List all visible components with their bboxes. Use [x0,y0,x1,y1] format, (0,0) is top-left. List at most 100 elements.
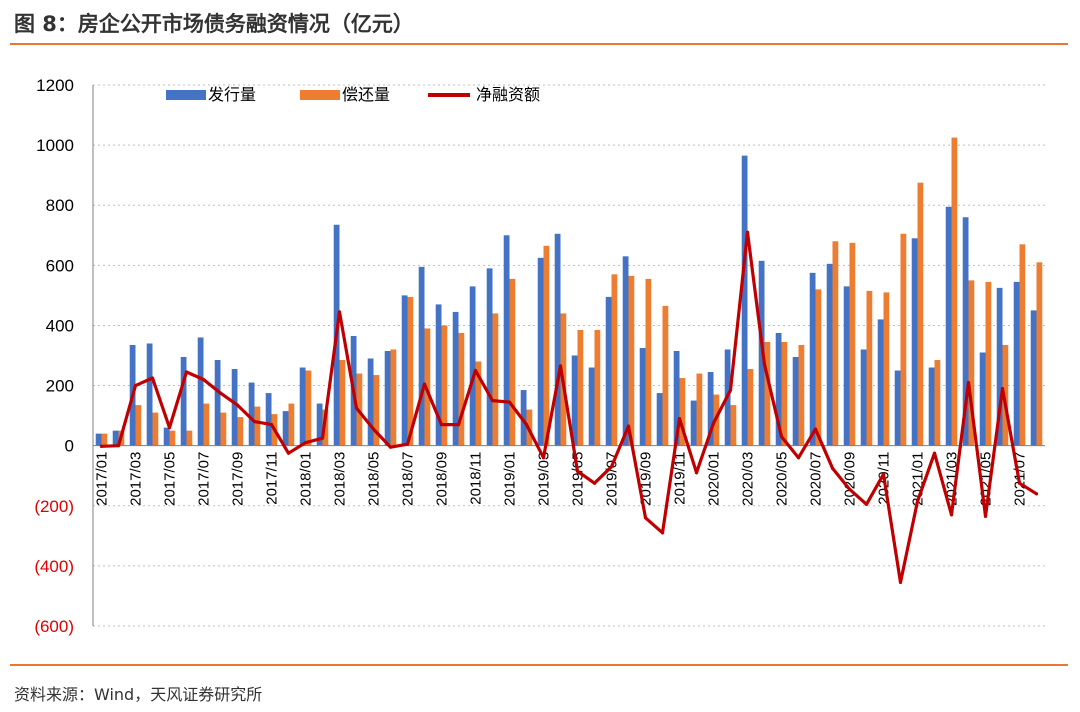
net-financing-point [609,465,614,469]
net-financing-point [745,230,750,234]
net-financing-point [762,362,767,367]
x-tick-label: 2018/05 [366,452,383,506]
issuance-bar [894,370,901,446]
net-financing-point [847,487,852,491]
bars [95,137,1043,446]
net-financing-point [932,451,937,455]
legend-swatch-repayment [300,90,340,100]
x-tick-label: 2018/03 [332,452,349,506]
x-tick-label: 2017/09 [230,452,247,506]
net-financing-point [371,427,376,431]
issuance-bar [775,332,782,446]
repayment-bar [594,329,601,446]
x-tick-label: 2019/09 [638,452,655,506]
repayment-bar [390,349,397,446]
y-tick-label: 0 [65,437,74,456]
y-tick-label: (200) [34,497,74,516]
repayment-bar [815,289,822,446]
issuance-bar [299,367,306,446]
net-financing-point [235,403,240,407]
repayment-bar [135,405,142,446]
repayment-bar [781,341,788,446]
net-financing-point [1034,492,1039,496]
issuance-bar [945,206,952,446]
issuance-bar [911,238,918,446]
net-financing-point [796,456,801,460]
net-financing-point [303,441,308,445]
repayment-bar [883,292,890,446]
y-tick-label: 400 [46,316,74,335]
net-financing-point [592,481,597,485]
net-financing-point [439,423,444,427]
x-tick-label: 2020/07 [808,452,825,506]
y-tick-label: (600) [34,617,74,636]
y-tick-label: 800 [46,196,74,215]
issuance-bar [571,355,578,446]
issuance-bar [741,155,748,446]
issuance-bar [639,347,646,446]
net-financing-point [1000,386,1005,391]
y-tick-label: 200 [46,377,74,396]
net-financing-point [711,421,716,425]
repayment-bar [645,278,652,446]
title-rule [10,43,1068,45]
x-tick-label: 2019/01 [502,452,519,506]
issuance-bar [1013,281,1020,446]
repayment-bar [696,373,703,446]
x-tick-label: 2018/11 [468,452,485,505]
repayment-bar [968,280,975,446]
repayment-bar [764,341,771,446]
net-financing-point [269,423,274,427]
net-financing-point [1017,481,1022,485]
net-financing-point [184,370,189,374]
net-financing-point [133,383,138,388]
x-tick-label: 2017/11 [264,452,281,505]
y-axis: 1200 1000 800 600 400 200 0 (200) (400) (600) [34,76,94,636]
y-tick-label: 1200 [36,76,74,95]
legend-label-issuance: 发行量 [208,85,256,104]
net-financing-point [728,388,733,392]
issuance-bar [265,393,272,446]
issuance-bar [1030,310,1037,446]
net-financing-line [99,230,1039,585]
issuance-bar [673,350,680,446]
issuance-bar [877,319,884,446]
repayment-bar [628,275,635,446]
legend-label-repayment: 偿还量 [342,85,390,104]
repayment-bar [934,360,941,446]
issuance-bar [163,427,170,446]
x-tick-label: 2020/03 [740,452,757,506]
source-rule [10,664,1068,666]
net-financing-point [541,456,546,460]
x-tick-label: 2019/05 [570,452,587,506]
repayment-bar [441,325,448,446]
repayment-bar [1002,344,1009,446]
net-financing-point [167,426,172,430]
net-financing-point [116,444,121,448]
net-financing-point [473,368,478,373]
issuance-bar [792,357,799,446]
issuance-bar [452,311,459,446]
issuance-bar [979,352,986,446]
repayment-bar [237,417,244,446]
issuance-bar [486,268,493,446]
x-tick-label: 2018/01 [298,452,315,506]
net-financing-point [456,423,461,427]
source-note: 资料来源：Wind，天风证券研究所 [14,685,263,704]
repayment-bar [543,245,550,446]
repayment-bar [492,313,499,446]
repayment-bar [1036,262,1043,446]
x-tick-label: 2018/09 [434,452,451,506]
repayment-bar [577,329,584,446]
repayment-bar [951,137,958,446]
issuance-bar [554,233,561,446]
y-tick-label: (400) [34,557,74,576]
net-financing-point [949,513,954,517]
net-financing-point [864,502,869,506]
issuance-bar [401,295,408,446]
net-financing-point [966,380,971,385]
repayment-bar [1019,244,1026,446]
x-tick-label: 2020/05 [774,452,791,506]
repayment-bar [152,412,159,446]
repayment-bar [458,332,465,446]
